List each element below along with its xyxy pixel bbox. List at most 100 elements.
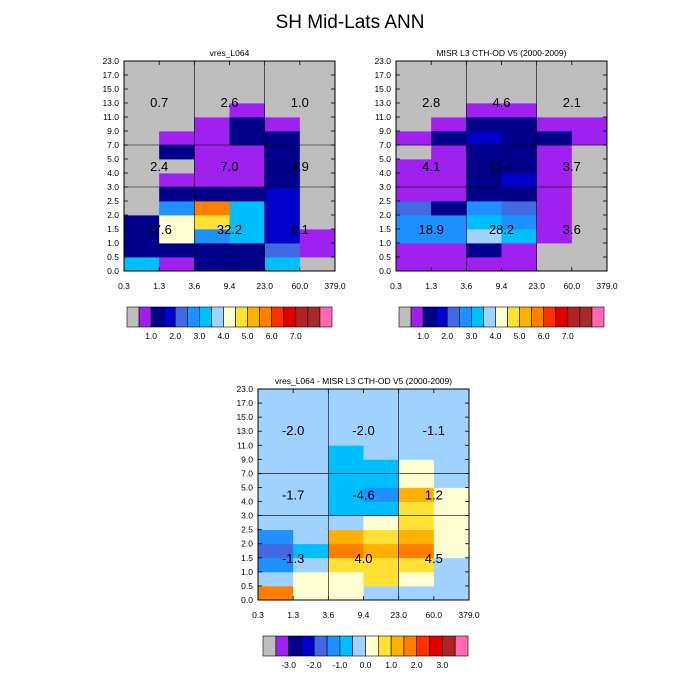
colorbar: 1.0 2.0 3.0 4.0 5.0 6.0 7.0 bbox=[126, 306, 333, 341]
heatmap-cell bbox=[433, 515, 470, 531]
heatmap-cell bbox=[159, 103, 195, 118]
colorbar-box bbox=[531, 306, 545, 328]
heatmap-cell bbox=[466, 201, 502, 216]
heatmap-cell bbox=[258, 543, 294, 559]
heatmap-cell bbox=[124, 187, 160, 202]
heatmap-cell bbox=[293, 585, 329, 601]
x-tick-label: 0.3 bbox=[252, 610, 264, 620]
heatmap-cell bbox=[299, 243, 336, 258]
heatmap-cell bbox=[293, 557, 329, 573]
heatmap-cell bbox=[431, 75, 467, 90]
heatmap-cell bbox=[258, 473, 294, 488]
heatmap-cell bbox=[258, 417, 294, 432]
colorbar-box bbox=[150, 306, 164, 328]
y-tick-label: 7.0 bbox=[107, 140, 119, 150]
heatmap-cell bbox=[229, 187, 266, 202]
y-tick-label: 2.0 bbox=[107, 210, 119, 220]
heatmap-cell bbox=[431, 131, 467, 146]
heatmap-cell bbox=[431, 173, 467, 188]
y-tick-label: 2.5 bbox=[379, 196, 391, 206]
heatmap-cell bbox=[264, 257, 301, 272]
colorbar-label: 7.0 bbox=[562, 331, 574, 341]
y-tick-label: 0.5 bbox=[241, 581, 253, 591]
panel-1: vres_L064 0.3 1.3 3.6 9.4 23.0 60.0 379.0 0.0 0.5… bbox=[102, 48, 345, 341]
region-value: 4.5 bbox=[425, 551, 443, 566]
y-tick-label: 4.0 bbox=[107, 168, 119, 178]
heatmap-cell bbox=[264, 103, 301, 118]
heatmap-cell bbox=[159, 159, 195, 174]
heatmap-cell bbox=[229, 75, 266, 90]
heatmap-cell bbox=[398, 529, 435, 545]
heatmap-cell bbox=[501, 229, 538, 244]
heatmap-cell bbox=[299, 173, 336, 188]
heatmap-cell bbox=[363, 487, 400, 502]
y-tick-label: 2.5 bbox=[241, 525, 253, 535]
heatmap-cell bbox=[431, 201, 467, 216]
colorbar-box bbox=[223, 306, 236, 328]
heatmap-cell bbox=[194, 159, 230, 174]
heatmap-cell bbox=[501, 243, 538, 258]
heatmap-cell bbox=[194, 61, 230, 76]
heatmap-cell bbox=[299, 187, 336, 202]
heatmap-cell bbox=[258, 431, 294, 446]
y-tick-label: 1.5 bbox=[241, 553, 253, 563]
heatmap-cell bbox=[431, 145, 467, 160]
heatmap-cell bbox=[466, 187, 502, 202]
heatmap-cell bbox=[229, 173, 266, 188]
y-tick-label: 0.5 bbox=[379, 252, 391, 262]
heatmap-cell bbox=[571, 187, 608, 202]
colorbar-box bbox=[471, 306, 484, 328]
heatmap-cell bbox=[396, 257, 432, 272]
region-value: 2.4 bbox=[150, 159, 168, 174]
heatmap-cell bbox=[571, 173, 608, 188]
heatmap-cell bbox=[398, 389, 435, 404]
x-tick-label: 9.4 bbox=[358, 610, 370, 620]
panel-2: MISR L3 CTH-OD V5 (2000-2009) 0.3 1.3 3.6 9.… bbox=[374, 48, 617, 341]
heatmap-cell bbox=[536, 89, 573, 104]
colorbar: -3.0 -2.0 -1.0 0.0 1.0 2.0 3.0 bbox=[262, 635, 469, 670]
heatmap-cell bbox=[194, 257, 230, 272]
heatmap-cell bbox=[293, 543, 329, 559]
heatmap-cell bbox=[398, 445, 435, 460]
heatmap-cell bbox=[124, 229, 160, 244]
heatmap-cell bbox=[124, 75, 160, 90]
heatmap-cell bbox=[571, 75, 608, 90]
heatmap-cell bbox=[159, 243, 195, 258]
heatmap-cell bbox=[433, 543, 470, 559]
heatmap-cell bbox=[396, 61, 432, 76]
heatmap-cell bbox=[124, 117, 160, 132]
heatmap-cell bbox=[431, 89, 467, 104]
y-tick-label: 4.0 bbox=[241, 497, 253, 507]
heatmap-cell bbox=[328, 459, 364, 474]
heatmap-cell bbox=[124, 145, 160, 160]
heatmap-cell bbox=[398, 557, 435, 573]
heatmap-cell bbox=[229, 201, 266, 216]
heatmap-cell bbox=[466, 215, 502, 230]
heatmap-cell bbox=[536, 201, 573, 216]
heatmap-cell bbox=[328, 445, 364, 460]
colorbar-label: 2.0 bbox=[411, 660, 423, 670]
heatmap-cell bbox=[328, 403, 364, 418]
heatmap-cell bbox=[396, 131, 432, 146]
heatmap-cell bbox=[299, 131, 336, 146]
colorbar-box bbox=[186, 306, 200, 328]
heatmap-cell bbox=[264, 201, 301, 216]
heatmap-cell bbox=[299, 215, 336, 230]
y-tick-label: 1.0 bbox=[107, 238, 119, 248]
y-tick-label: 23.0 bbox=[374, 56, 391, 66]
heatmap-cell bbox=[501, 75, 538, 90]
y-tick-label: 3.0 bbox=[107, 182, 119, 192]
heatmap-cell bbox=[363, 501, 400, 516]
colorbar-box bbox=[283, 306, 297, 328]
colorbar-label: 2.0 bbox=[441, 331, 453, 341]
heatmap-cell bbox=[433, 389, 470, 404]
y-tick-label: 3.0 bbox=[379, 182, 391, 192]
heatmap-cell bbox=[431, 61, 467, 76]
heatmap-cell bbox=[571, 243, 608, 258]
heatmap-cell bbox=[396, 159, 432, 174]
colorbar-box bbox=[454, 635, 469, 657]
heatmap-cell bbox=[536, 145, 573, 160]
region-value: -2.0 bbox=[282, 423, 304, 438]
heatmap-cell bbox=[328, 571, 364, 587]
